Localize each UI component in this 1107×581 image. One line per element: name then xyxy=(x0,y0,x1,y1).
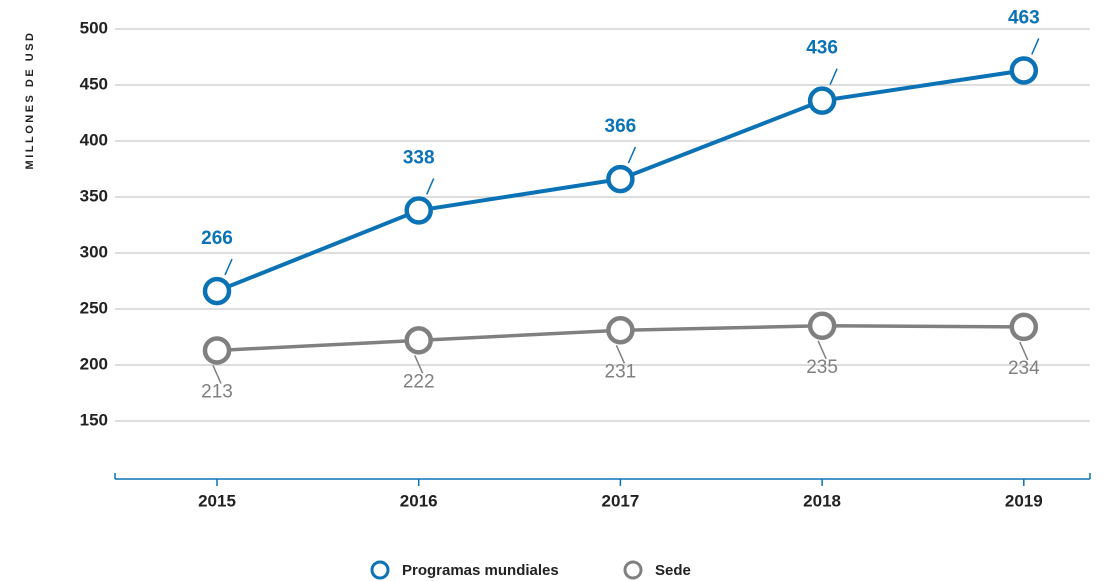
x-tick-label: 2016 xyxy=(400,491,438,510)
marker xyxy=(606,316,635,345)
data-label: 266 xyxy=(201,228,233,249)
y-tick-label: 350 xyxy=(80,186,108,205)
x-tick-label: 2018 xyxy=(803,491,841,510)
marker xyxy=(1009,56,1039,85)
leader-line xyxy=(1031,38,1040,55)
leader-line xyxy=(627,146,637,164)
legend-marker xyxy=(370,560,390,580)
data-label: 463 xyxy=(1008,7,1040,28)
data-label: 231 xyxy=(605,361,637,382)
leader-line xyxy=(817,340,827,360)
marker xyxy=(202,276,232,306)
y-tick-label: 150 xyxy=(80,410,108,429)
leader-line xyxy=(829,68,838,85)
data-label: 338 xyxy=(403,147,435,168)
x-tick-label: 2019 xyxy=(1005,491,1043,510)
data-label: 213 xyxy=(201,381,233,402)
legend-marker xyxy=(623,560,643,580)
leader-line xyxy=(426,178,435,195)
x-tick-label: 2017 xyxy=(601,491,639,510)
marker xyxy=(202,336,232,365)
data-label: 436 xyxy=(806,38,838,59)
y-tick-label: 200 xyxy=(80,354,108,373)
y-tick-label: 400 xyxy=(80,130,108,149)
leader-line xyxy=(224,258,233,276)
marker xyxy=(404,196,433,225)
x-tick-label: 2015 xyxy=(198,491,236,510)
marker xyxy=(1009,312,1039,342)
marker xyxy=(807,86,837,115)
data-label: 234 xyxy=(1008,358,1040,379)
leader-line xyxy=(615,344,626,364)
y-tick-label: 250 xyxy=(80,298,108,317)
marker xyxy=(404,326,433,355)
legend-label: Sede xyxy=(655,562,691,579)
data-label: 235 xyxy=(806,357,838,378)
leader-line xyxy=(414,355,424,374)
y-tick-label: 300 xyxy=(80,242,108,261)
data-label: 366 xyxy=(605,116,637,137)
leader-line xyxy=(1019,341,1029,361)
y-tick-label: 450 xyxy=(80,74,108,93)
legend-label: Programas mundiales xyxy=(402,562,559,579)
y-tick-label: 500 xyxy=(80,18,108,37)
y-axis-label: MILLONES DE USD xyxy=(24,31,36,170)
leader-line xyxy=(212,365,222,384)
marker xyxy=(807,311,837,341)
marker xyxy=(606,164,635,194)
data-label: 222 xyxy=(403,371,435,392)
